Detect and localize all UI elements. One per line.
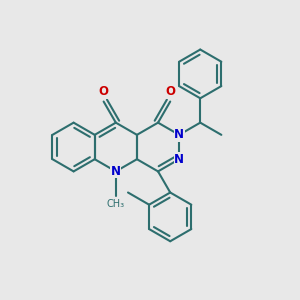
Text: N: N <box>174 153 184 166</box>
Text: O: O <box>99 85 109 98</box>
Text: N: N <box>111 165 121 178</box>
Text: CH₃: CH₃ <box>107 199 125 209</box>
Text: N: N <box>174 128 184 141</box>
Text: O: O <box>165 85 175 98</box>
